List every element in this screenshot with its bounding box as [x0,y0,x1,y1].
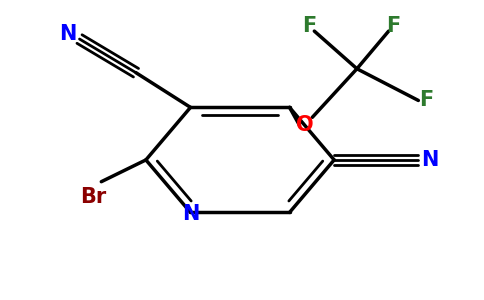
Text: F: F [302,16,317,36]
Text: N: N [422,150,439,170]
Text: N: N [59,24,76,44]
Text: O: O [296,115,313,135]
Text: N: N [182,204,199,224]
Text: Br: Br [80,187,106,207]
Text: F: F [419,91,433,110]
Text: F: F [386,16,401,36]
